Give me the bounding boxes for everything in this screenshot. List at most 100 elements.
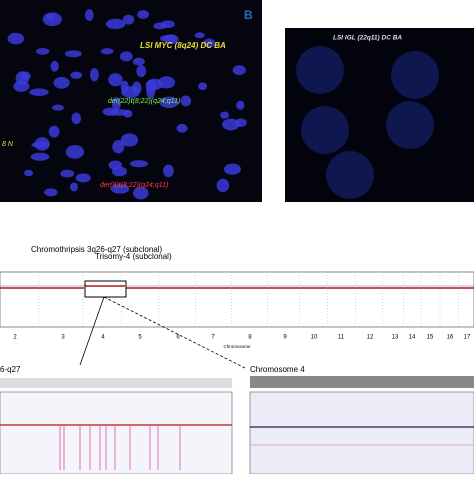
chromosome-blob [160, 34, 177, 43]
annotation: der(8)t(8;22)(q24;q11) [100, 182, 168, 189]
chromosomes-a [7, 9, 247, 200]
chromosome-blob [45, 13, 55, 21]
chromosome-blob [15, 71, 30, 86]
chromosome-blob [105, 18, 126, 30]
chromosome-label: 9 [283, 335, 287, 341]
annotation: 8 N [2, 141, 14, 148]
chromosome-blob [111, 97, 121, 111]
chromosome-label: 12 [367, 335, 374, 341]
chromosome-label: 8 [248, 335, 252, 341]
chromosome-blob [84, 9, 94, 22]
chromosome-blob [176, 123, 188, 133]
chromosome-blob [24, 169, 34, 177]
chromosome-blob [110, 108, 129, 116]
chromosome-blob [133, 186, 149, 200]
nucleus [301, 106, 349, 154]
chromosome-blob [236, 100, 245, 110]
chromosome-label: 15 [427, 335, 434, 341]
chromosome-blob [159, 96, 179, 108]
chromosome-blob [75, 173, 91, 183]
chromosome-label: 3 [61, 335, 65, 341]
chromosome-blob [234, 118, 247, 128]
chromosome-blob [110, 184, 130, 194]
chromosome-blob [71, 112, 82, 125]
chromosome-blob [137, 10, 150, 19]
chromosome-blob [29, 88, 49, 96]
panel-title: 6-q27 [0, 365, 21, 374]
nuclei-b [296, 46, 439, 199]
chromosome-blob [194, 32, 205, 39]
nucleus [296, 46, 344, 94]
chromosome-blob [30, 152, 50, 161]
chromosome-blob [52, 104, 64, 111]
chromosome-label: 2 [13, 335, 17, 341]
chromosome-blob [65, 144, 85, 159]
annotation: Trisomy-4 (subclonal) [95, 252, 172, 261]
chromosome-blob [89, 68, 99, 82]
chromosome-blob [220, 111, 230, 119]
chromosome-blob [121, 86, 140, 99]
annotation: der(22)t(8;22)(q24;q11) [108, 98, 180, 105]
chromosome-blob [132, 57, 145, 66]
chromosome-blob [50, 60, 59, 72]
panel-title: Chromosome 4 [250, 365, 305, 374]
chromosome-label: 16 [447, 335, 454, 341]
panel-label: B [244, 8, 253, 22]
chromosome-blob [69, 182, 79, 192]
axis-label: Chromosome [223, 344, 251, 349]
chromosome-blob [122, 14, 135, 25]
chromosome-label: 11 [338, 335, 345, 341]
chromosome-blob [153, 22, 167, 30]
chromosome-blob [223, 163, 241, 175]
chromosome-blob [53, 76, 70, 89]
chromosome-blob [216, 178, 230, 193]
nucleus [386, 101, 434, 149]
chromosome-blob [70, 71, 83, 79]
chromosome-label: 5 [138, 335, 142, 341]
chromosome-blob [158, 76, 176, 89]
probe-label: LSI IGL (22q11) DC BA [333, 35, 402, 42]
chromosome-label: 6 [176, 335, 180, 341]
chromosome-blob [120, 133, 139, 147]
ideogram [0, 378, 232, 388]
chromosome-blob [232, 65, 246, 76]
zoom-left-plot [0, 391, 233, 475]
genome-plot-frame [0, 271, 474, 328]
chromosome-blob [44, 188, 58, 197]
nucleus [391, 51, 439, 99]
chromosome-blob [7, 32, 25, 45]
chromosome-blob [180, 95, 192, 107]
chromosome-label: 7 [211, 335, 215, 341]
chromosome-label: 10 [311, 335, 318, 341]
chromosome-label: 4 [101, 335, 105, 341]
chromosome-blob [35, 48, 50, 55]
chromosome-blob [112, 139, 125, 154]
chromosome-blob [108, 73, 123, 87]
chromosome-label: 14 [409, 335, 416, 341]
chromosome-blob [100, 48, 114, 55]
zoom-arrow [79, 296, 105, 366]
chromosome-blob [60, 169, 75, 178]
chromosome-label: 17 [464, 335, 471, 341]
chromosome-blob [146, 84, 156, 99]
fish-image-a [0, 0, 262, 202]
breakpoints [59, 425, 181, 470]
zoom-arrow [103, 296, 246, 369]
chromosome-blob [34, 137, 50, 151]
chromosome-blob [111, 166, 128, 177]
chromosome-blob [163, 164, 174, 178]
chromosome-blob [48, 125, 60, 138]
chromosome-blob [198, 82, 208, 91]
chromosome-blob [136, 65, 147, 78]
chromosome-label: 13 [392, 335, 399, 341]
chromosome-blob [203, 38, 216, 48]
nucleus [326, 151, 374, 199]
chromosome-blob [64, 50, 82, 58]
annotation: Chromothripsis 3q26-q27 (subclonal) [31, 245, 163, 254]
chromosome-axis: 2 3 4 5 6 7 8 9 10 11 12 13 14 15 16 17 [13, 272, 471, 341]
chromosome-blob [129, 160, 148, 168]
zoom-right-plot [249, 391, 474, 475]
probe-label: LSI MYC (8q24) DC BA [140, 41, 226, 50]
